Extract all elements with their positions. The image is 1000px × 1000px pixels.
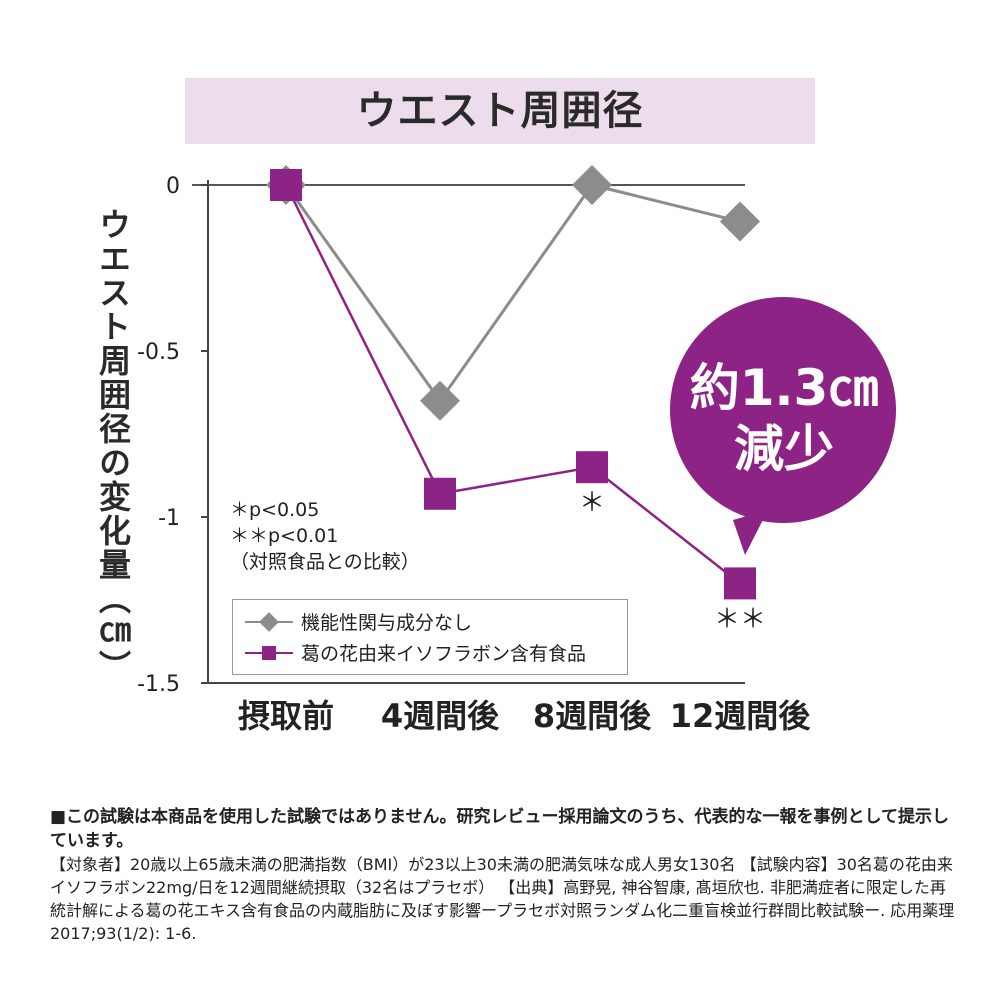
- callout-line-2: 減少: [734, 420, 834, 478]
- callout-bubble: [670, 297, 896, 555]
- legend-item-control: 機能性関与成分なし: [245, 606, 627, 637]
- x-category-label: 8週間後: [533, 697, 652, 735]
- x-category-label: 4週間後: [381, 697, 500, 735]
- sig-note-2: ＊＊p<0.01: [230, 525, 339, 547]
- x-category-label: 摂取前: [238, 697, 334, 735]
- sig-note-3: （対照食品との比較）: [230, 551, 420, 573]
- significance-mark: ＊＊: [714, 604, 766, 634]
- x-categories: 摂取前 4週間後 8週間後 12週間後: [238, 697, 811, 735]
- sig-note-1: ＊p<0.05: [230, 499, 320, 521]
- footnote-heading: ■この試験は本商品を使用した試験ではありません。研究レビュー採用論文のうち、代表…: [50, 807, 950, 851]
- significance-mark: ＊: [579, 488, 605, 518]
- callout-line-1: 約1.3㎝: [689, 359, 879, 417]
- treatment-point: [270, 169, 302, 201]
- legend-swatch-treatment: [245, 643, 293, 663]
- significance-notes: ＊p<0.05 ＊＊p<0.01 （対照食品との比較）: [230, 497, 420, 575]
- legend-swatch-control: [245, 611, 293, 632]
- annotations: ＊＊＊: [579, 488, 766, 634]
- footnote: ■この試験は本商品を使用した試験ではありません。研究レビュー採用論文のうち、代表…: [50, 805, 955, 945]
- footnote-body: 【対象者】20歳以上65歳未満の肥満指数（BMI）が23以上30未満の肥満気味な…: [50, 855, 955, 943]
- legend-label-control: 機能性関与成分なし: [301, 612, 473, 634]
- callout-pointer: [733, 510, 768, 555]
- y-tick-label: 0: [166, 174, 180, 199]
- y-axis-label: ウエスト周囲径の変化量（㎝）: [94, 208, 132, 684]
- title-band: [185, 78, 815, 144]
- series-line-1: [284, 184, 741, 585]
- y-tick-label: -0.5: [137, 340, 180, 365]
- y-tick-label: -1: [158, 506, 180, 531]
- treatment-point: [576, 451, 608, 484]
- control-point: [572, 165, 612, 205]
- treatment-point: [424, 477, 456, 510]
- callout-text: 約1.3㎝ 減少: [668, 358, 900, 480]
- series-layer: [266, 165, 760, 600]
- chart-title: ウエスト周囲径: [356, 88, 644, 134]
- control-point: [420, 380, 460, 421]
- legend-label-treatment: 葛の花由来イソフラボン含有食品: [301, 643, 587, 665]
- y-ticks: 0 -0.5 -1 -1.5: [137, 174, 208, 697]
- y-tick-label: -1.5: [137, 672, 180, 697]
- treatment-point: [724, 567, 756, 600]
- x-category-label: 12週間後: [670, 697, 812, 735]
- legend: 機能性関与成分なし 葛の花由来イソフラボン含有食品: [232, 599, 628, 675]
- series-line-0: [284, 183, 741, 404]
- control-point: [720, 201, 760, 242]
- callout-circle: [670, 297, 896, 523]
- legend-item-treatment: 葛の花由来イソフラボン含有食品: [245, 637, 627, 668]
